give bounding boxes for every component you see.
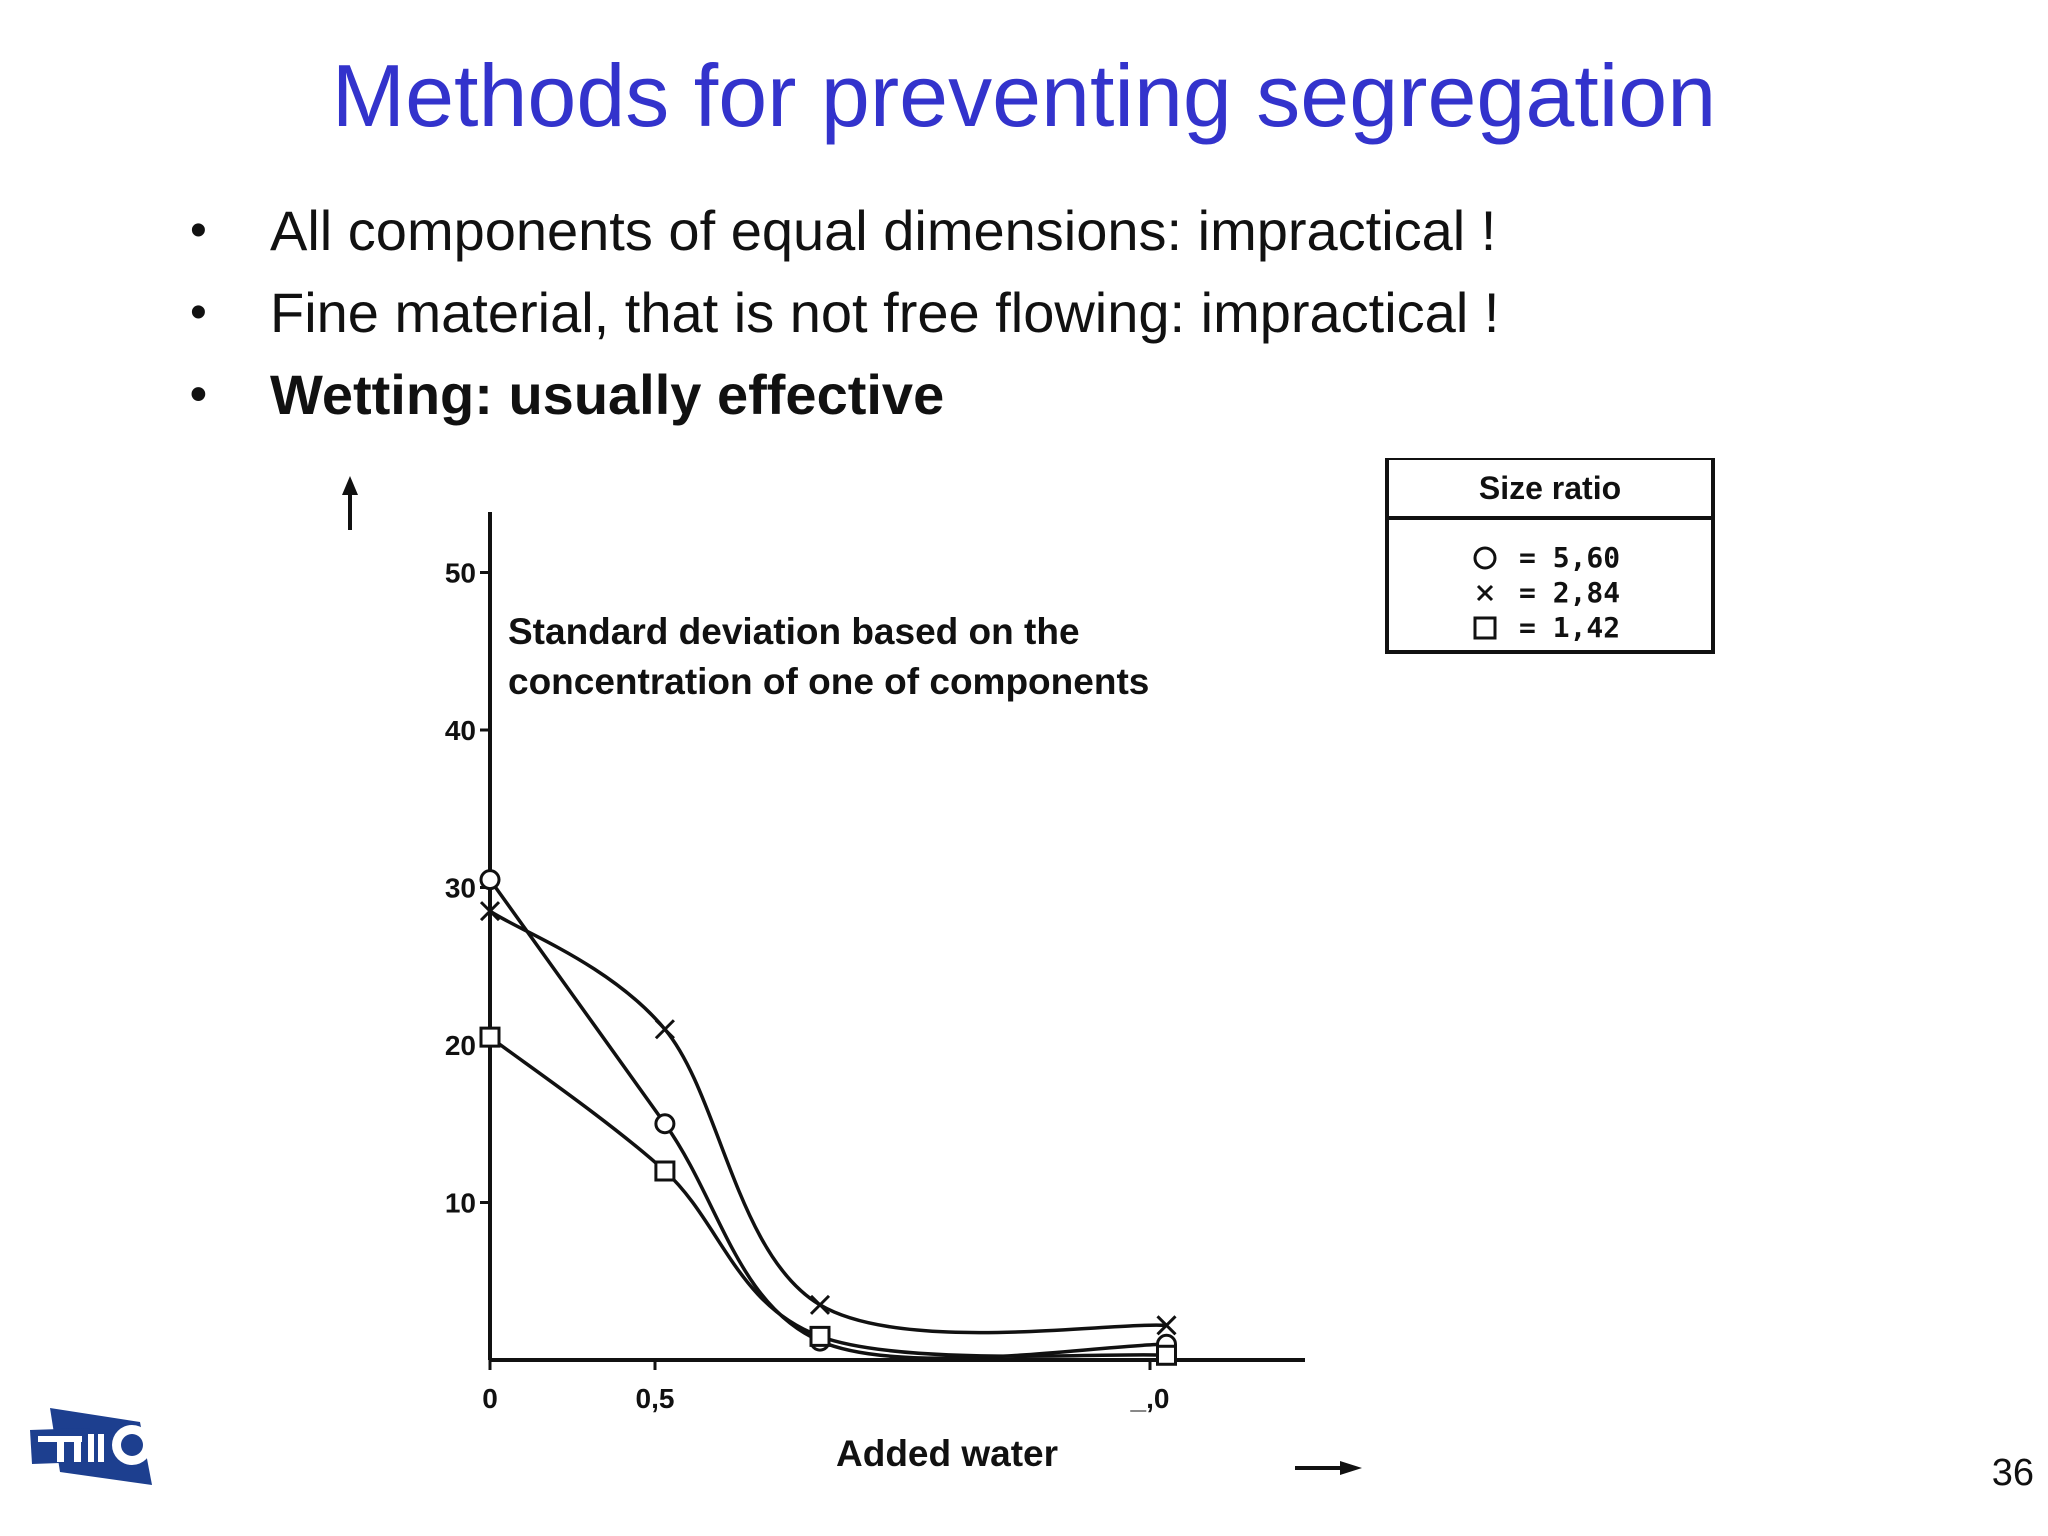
slide-title: Methods for preventing segregation	[331, 46, 1717, 145]
square-marker	[809, 1325, 831, 1347]
x-marker-stroke	[809, 1294, 831, 1315]
bullet-item: • All components of equal dimensions: imp…	[190, 190, 1499, 272]
x-tick-label: 0,5	[636, 1383, 675, 1414]
x-marker-stroke	[1156, 1315, 1177, 1336]
bullet-text: All components of equal dimensions: impr…	[270, 199, 1497, 262]
circle-marker-icon	[1473, 546, 1497, 569]
legend-label: = 5,60	[1519, 541, 1621, 574]
series-line-x	[489, 909, 1167, 1335]
chart-ticks: 10 20 30 40 50 0 0,5 _,0	[445, 558, 1170, 1415]
legend-title: Size ratio	[1389, 460, 1711, 520]
x-axis-arrow-icon	[1295, 1461, 1362, 1475]
annotation-line: concentration of one of components	[508, 661, 1150, 702]
bullet-list: • All components of equal dimensions: imp…	[190, 190, 1499, 436]
x-marker	[654, 1019, 675, 1040]
legend-entry: = 5,60	[1469, 540, 1620, 575]
x-tick-label: 0	[482, 1383, 498, 1414]
x-marker	[479, 901, 501, 922]
chart-series	[488, 878, 1167, 1360]
y-axis-arrow-icon	[342, 476, 358, 530]
x-marker	[1156, 1315, 1177, 1336]
chart-markers	[479, 869, 1177, 1366]
series-line-circle	[488, 878, 1167, 1360]
page-number: 36	[1991, 1452, 2034, 1494]
square-marker	[479, 1026, 501, 1048]
square-marker	[654, 1160, 676, 1182]
square-marker-icon	[1473, 616, 1497, 639]
bullet-item: • Wetting: usually effective	[190, 354, 1499, 436]
circle-marker	[479, 869, 501, 891]
y-tick-label: 40	[445, 715, 476, 746]
series-line-square	[488, 1035, 1167, 1358]
x-marker-icon	[1476, 584, 1494, 601]
legend-label: = 2,84	[1519, 576, 1621, 609]
x-marker	[809, 1294, 831, 1315]
y-tick-label: 20	[445, 1030, 476, 1061]
y-tick-label: 10	[445, 1188, 476, 1219]
annotation-line: Standard deviation based on the	[508, 611, 1080, 652]
x-marker-stroke	[479, 901, 501, 922]
bullet-item: • Fine material, that is not free flowing…	[190, 272, 1499, 354]
y-tick-label: 50	[445, 558, 476, 589]
legend-entry: = 2,84	[1469, 575, 1620, 610]
bullet-dot-icon: •	[190, 286, 207, 339]
legend-entry: = 1,42	[1469, 610, 1620, 645]
bullet-text: Fine material, that is not free flowing:…	[270, 281, 1500, 344]
legend-label: = 1,42	[1519, 611, 1621, 644]
x-tick-label: _,0	[1130, 1383, 1170, 1414]
chart-legend: Size ratio = 5,60 = 2,84 = 1,42	[1385, 458, 1715, 654]
bullet-text: Wetting: usually effective	[270, 363, 945, 426]
x-axis-label: Added water	[836, 1433, 1059, 1474]
y-tick-label: 30	[445, 873, 476, 904]
tno-logo-icon	[30, 1408, 152, 1485]
circle-marker	[654, 1113, 676, 1135]
square-marker	[1156, 1344, 1177, 1366]
bullet-dot-icon: •	[190, 204, 207, 257]
chart-annotation: Standard deviation based on the concentr…	[508, 607, 1149, 707]
x-marker-stroke	[654, 1019, 675, 1040]
bullet-dot-icon: •	[190, 368, 207, 421]
